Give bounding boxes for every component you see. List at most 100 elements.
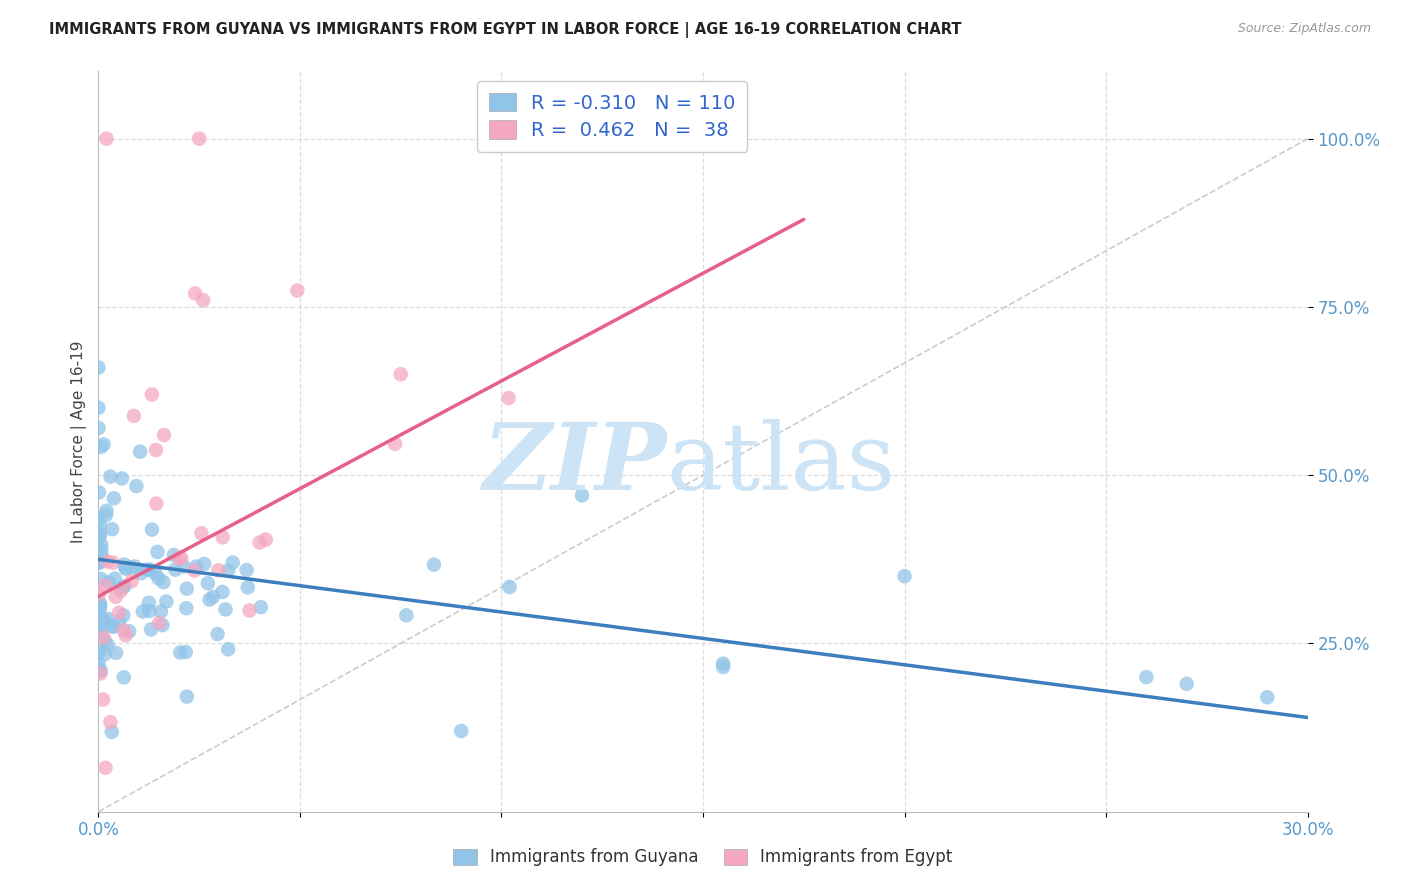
Point xyxy=(165,563,187,577)
Point xyxy=(96,131,118,145)
Point xyxy=(90,572,112,586)
Point xyxy=(112,623,135,637)
Point xyxy=(139,623,162,637)
Point xyxy=(87,657,110,671)
Point xyxy=(193,557,215,571)
Point xyxy=(103,620,125,634)
Point xyxy=(120,560,142,574)
Point xyxy=(190,526,212,541)
Point xyxy=(108,606,131,620)
Legend: Immigrants from Guyana, Immigrants from Egypt: Immigrants from Guyana, Immigrants from … xyxy=(447,842,959,873)
Point xyxy=(89,618,111,632)
Point xyxy=(112,608,135,623)
Point xyxy=(96,504,118,518)
Point xyxy=(169,551,191,566)
Point xyxy=(176,582,198,596)
Point xyxy=(111,471,134,485)
Point xyxy=(89,526,111,541)
Point xyxy=(711,657,734,671)
Point xyxy=(211,585,233,599)
Point xyxy=(129,566,152,581)
Point xyxy=(186,559,208,574)
Text: atlas: atlas xyxy=(666,418,896,508)
Point xyxy=(1135,670,1157,684)
Point xyxy=(152,618,174,632)
Point xyxy=(138,596,160,610)
Point xyxy=(170,551,193,566)
Point xyxy=(89,621,111,635)
Point xyxy=(90,543,112,558)
Point xyxy=(87,618,110,632)
Point xyxy=(145,497,167,511)
Point xyxy=(94,634,117,648)
Point xyxy=(711,660,734,674)
Text: Source: ZipAtlas.com: Source: ZipAtlas.com xyxy=(1237,22,1371,36)
Point xyxy=(90,626,112,640)
Point xyxy=(498,580,520,594)
Point xyxy=(87,513,110,527)
Point xyxy=(87,421,110,435)
Point xyxy=(893,569,915,583)
Point xyxy=(89,611,111,625)
Point xyxy=(146,545,169,559)
Point xyxy=(112,670,135,684)
Point xyxy=(207,563,229,577)
Point xyxy=(188,131,211,145)
Point xyxy=(193,293,215,308)
Point xyxy=(87,401,110,415)
Point xyxy=(143,566,166,580)
Point xyxy=(89,596,111,610)
Point xyxy=(176,690,198,704)
Point xyxy=(148,571,170,585)
Y-axis label: In Labor Force | Age 16-19: In Labor Force | Age 16-19 xyxy=(72,340,87,543)
Point xyxy=(207,627,229,641)
Point xyxy=(87,662,110,676)
Point xyxy=(101,619,124,633)
Point xyxy=(87,360,110,375)
Point xyxy=(211,530,233,544)
Point xyxy=(118,624,141,639)
Point xyxy=(183,564,205,578)
Point xyxy=(389,368,412,382)
Point xyxy=(91,692,114,706)
Point xyxy=(122,409,145,423)
Point xyxy=(96,555,118,569)
Point xyxy=(114,561,136,575)
Point xyxy=(112,558,135,572)
Point xyxy=(112,580,135,594)
Point xyxy=(97,612,120,626)
Point xyxy=(105,646,128,660)
Point xyxy=(103,491,125,506)
Point xyxy=(89,601,111,615)
Point xyxy=(238,603,260,617)
Point xyxy=(249,535,271,549)
Point xyxy=(87,645,110,659)
Point xyxy=(139,563,162,577)
Point xyxy=(93,631,115,645)
Point xyxy=(217,642,239,657)
Point xyxy=(254,533,277,547)
Point xyxy=(90,664,112,678)
Point xyxy=(169,646,191,660)
Point xyxy=(97,575,120,590)
Point xyxy=(87,556,110,570)
Point xyxy=(184,286,207,301)
Point xyxy=(136,563,159,577)
Point xyxy=(93,648,115,662)
Text: IMMIGRANTS FROM GUYANA VS IMMIGRANTS FROM EGYPT IN LABOR FORCE | AGE 16-19 CORRE: IMMIGRANTS FROM GUYANA VS IMMIGRANTS FRO… xyxy=(49,22,962,38)
Point xyxy=(104,590,127,604)
Point xyxy=(94,579,117,593)
Point xyxy=(141,387,163,401)
Point xyxy=(90,440,112,454)
Point xyxy=(163,548,186,562)
Point xyxy=(201,590,224,604)
Point xyxy=(124,559,146,574)
Point xyxy=(141,523,163,537)
Point xyxy=(110,583,132,598)
Point xyxy=(87,555,110,569)
Point xyxy=(93,615,115,630)
Point xyxy=(101,556,124,570)
Point xyxy=(498,391,520,405)
Point xyxy=(94,508,117,522)
Point xyxy=(235,563,257,577)
